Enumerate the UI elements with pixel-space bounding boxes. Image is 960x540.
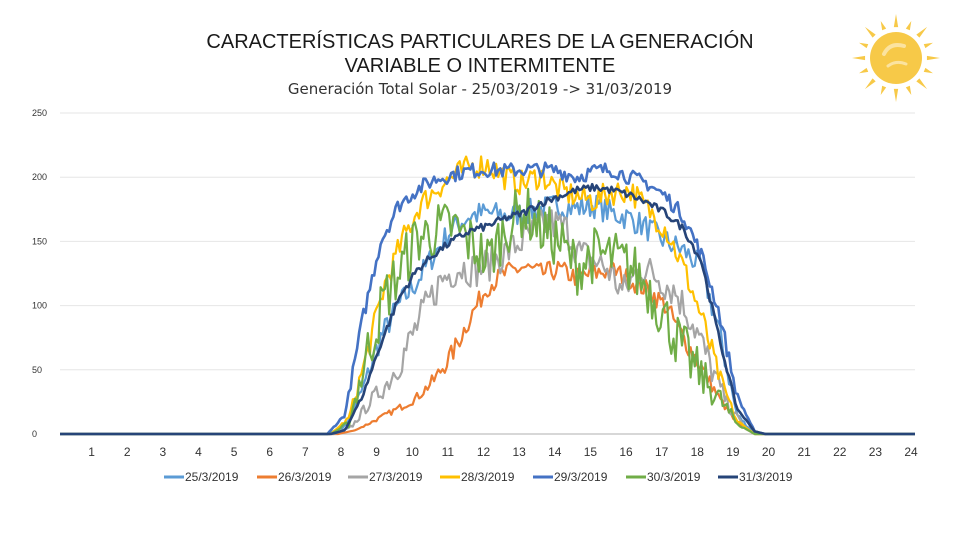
x-tick-label: 16	[619, 445, 633, 459]
x-tick-label: 21	[797, 445, 811, 459]
sun-ray	[859, 42, 869, 49]
x-tick-label: 15	[584, 445, 598, 459]
sun-ray	[893, 14, 899, 28]
sun-ray	[923, 67, 933, 74]
x-tick-label: 24	[904, 445, 918, 459]
sun-ray	[852, 55, 866, 61]
y-tick-label: 50	[32, 365, 42, 375]
chart-title: Generación Total Solar - 25/03/2019 -> 3…	[287, 80, 673, 98]
x-tick-label: 14	[548, 445, 562, 459]
y-tick-label: 200	[32, 172, 47, 182]
y-tick-label: 100	[32, 301, 47, 311]
legend-label: 29/3/2019	[554, 470, 608, 484]
y-tick-label: 250	[32, 108, 47, 118]
sun-ray	[926, 55, 940, 61]
x-tick-label: 22	[833, 445, 847, 459]
sun-ray	[859, 67, 869, 74]
slide-title-line2: VARIABLE O INTERMITENTE	[344, 55, 616, 77]
y-tick-label: 150	[32, 236, 47, 246]
x-tick-label: 11	[442, 445, 455, 459]
x-tick-label: 13	[512, 445, 526, 459]
x-tick-label: 4	[195, 445, 202, 459]
x-tick-label: 2	[124, 445, 131, 459]
x-tick-label: 12	[477, 445, 491, 459]
x-tick-label: 5	[231, 445, 238, 459]
x-tick-label: 20	[762, 445, 776, 459]
x-tick-label: 8	[338, 445, 345, 459]
x-tick-label: 18	[691, 445, 705, 459]
x-tick-label: 17	[655, 445, 669, 459]
legend-label: 26/3/2019	[278, 470, 332, 484]
sun-ray	[864, 26, 876, 38]
x-tick-label: 3	[160, 445, 167, 459]
x-tick-label: 1	[88, 445, 95, 459]
sun-ray	[905, 21, 912, 31]
sun-ray	[880, 85, 887, 95]
legend-label: 25/3/2019	[185, 470, 239, 484]
series-line-31-3-2019	[60, 182, 915, 436]
legend-label: 30/3/2019	[647, 470, 701, 484]
legend-label: 27/3/2019	[369, 470, 423, 484]
sun-ray	[923, 42, 933, 49]
series-line-29-3-2019	[60, 161, 915, 436]
x-tick-label: 23	[869, 445, 883, 459]
x-tick-label: 6	[266, 445, 273, 459]
series-line-25-3-2019	[60, 194, 915, 436]
x-tick-label: 10	[406, 445, 420, 459]
sun-icon	[852, 14, 940, 102]
x-tick-label: 9	[373, 445, 380, 459]
slide-title-line1: CARACTERÍSTICAS PARTICULARES DE LA GENER…	[206, 31, 754, 53]
legend-label: 28/3/2019	[461, 470, 515, 484]
series-line-26-3-2019	[60, 260, 915, 436]
sun-ray	[905, 85, 912, 95]
sun-ray	[916, 26, 928, 38]
sun-ray	[916, 78, 928, 90]
legend-label: 31/3/2019	[739, 470, 793, 484]
sun-ray	[864, 78, 876, 90]
y-tick-label: 0	[32, 429, 37, 439]
x-tick-label: 19	[726, 445, 740, 459]
x-tick-label: 7	[302, 445, 309, 459]
slide-title: CARACTERÍSTICAS PARTICULARES DE LA GENER…	[140, 30, 820, 78]
sun-ray	[893, 88, 899, 102]
sun-ray	[880, 21, 887, 31]
